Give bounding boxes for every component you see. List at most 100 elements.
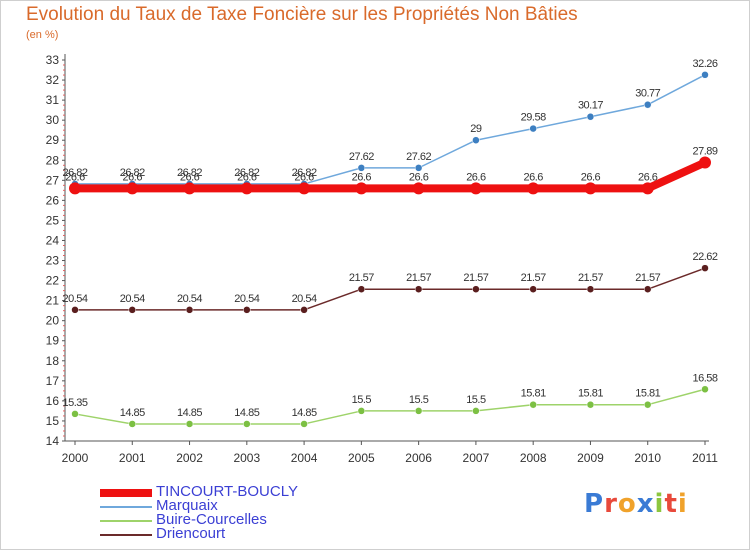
data-point bbox=[126, 182, 139, 195]
data-label: 26.6 bbox=[180, 171, 200, 183]
legend-label: Driencourt bbox=[156, 525, 226, 542]
data-point bbox=[298, 182, 311, 195]
data-point bbox=[243, 306, 251, 314]
y-tick-label: 14 bbox=[46, 434, 60, 448]
y-tick-label: 16 bbox=[46, 394, 60, 408]
x-tick-label: 2001 bbox=[119, 451, 146, 465]
data-label: 20.54 bbox=[292, 293, 317, 305]
x-tick-label: 2010 bbox=[634, 451, 661, 465]
data-label: 26.6 bbox=[581, 171, 601, 183]
legend-label: TINCOURT-BOUCLY bbox=[156, 483, 298, 500]
data-point bbox=[128, 420, 137, 428]
data-label: 15.5 bbox=[466, 394, 486, 406]
legend-label: Buire-Courcelles bbox=[156, 511, 267, 528]
y-tick-label: 31 bbox=[46, 93, 60, 107]
y-tick-label: 23 bbox=[46, 254, 60, 268]
data-label: 32.26 bbox=[692, 58, 717, 70]
data-label: 20.54 bbox=[120, 293, 145, 305]
data-point bbox=[472, 285, 480, 293]
logo-letter: t bbox=[664, 489, 678, 519]
data-label: 15.5 bbox=[352, 394, 372, 406]
data-point bbox=[699, 156, 711, 169]
data-label: 26.82 bbox=[292, 167, 317, 179]
y-tick-label: 22 bbox=[46, 274, 60, 288]
logo-letter: r bbox=[604, 489, 618, 519]
legend-swatch bbox=[100, 520, 152, 522]
data-point bbox=[472, 407, 480, 415]
data-label: 14.85 bbox=[120, 407, 145, 419]
data-label: 26.6 bbox=[523, 171, 543, 183]
chart-unit: (en %) bbox=[26, 29, 59, 41]
data-point bbox=[69, 182, 81, 195]
data-point bbox=[183, 182, 196, 195]
data-point bbox=[641, 182, 654, 195]
data-label: 26.6 bbox=[352, 171, 372, 183]
data-point bbox=[412, 182, 425, 195]
data-label: 14.85 bbox=[292, 407, 317, 419]
data-label: 14.85 bbox=[234, 407, 259, 419]
x-tick-label: 2011 bbox=[692, 451, 718, 465]
y-tick-label: 17 bbox=[46, 374, 60, 388]
data-label: 30.77 bbox=[635, 88, 660, 100]
data-point bbox=[586, 285, 595, 293]
y-tick-label: 21 bbox=[46, 294, 60, 308]
data-point bbox=[414, 285, 423, 293]
data-label: 26.6 bbox=[123, 171, 143, 183]
series-line-Marquaix bbox=[74, 74, 706, 185]
y-tick-label: 19 bbox=[46, 334, 60, 348]
data-label: 15.5 bbox=[409, 394, 429, 406]
data-label: 26.82 bbox=[234, 167, 259, 179]
data-label: 20.54 bbox=[234, 293, 259, 305]
data-point bbox=[357, 407, 366, 415]
data-label: 26.82 bbox=[62, 167, 87, 179]
data-point bbox=[300, 420, 308, 428]
data-label: 15.35 bbox=[62, 397, 87, 409]
data-point bbox=[300, 306, 308, 314]
data-point bbox=[357, 164, 366, 172]
data-point bbox=[71, 306, 79, 314]
data-label: 21.57 bbox=[349, 272, 374, 284]
data-label: 15.81 bbox=[578, 388, 603, 400]
data-point bbox=[584, 182, 597, 195]
y-tick-label: 32 bbox=[46, 73, 60, 87]
data-point bbox=[529, 285, 537, 293]
data-label: 26.82 bbox=[120, 167, 145, 179]
data-label: 21.57 bbox=[406, 272, 431, 284]
data-point bbox=[355, 182, 368, 195]
data-point bbox=[185, 306, 194, 314]
series-line-TINCOURT-BOUCLY bbox=[71, 158, 709, 193]
y-tick-label: 30 bbox=[46, 113, 60, 127]
data-label: 26.6 bbox=[294, 171, 314, 183]
logo-letter: P bbox=[584, 489, 605, 519]
data-label: 27.89 bbox=[692, 145, 717, 157]
data-label: 20.54 bbox=[62, 293, 87, 305]
y-tick-label: 27 bbox=[46, 173, 60, 187]
data-label: 30.17 bbox=[578, 100, 603, 112]
data-label: 27.62 bbox=[349, 151, 374, 163]
data-label: 26.6 bbox=[638, 171, 658, 183]
x-tick-label: 2000 bbox=[62, 451, 89, 465]
legend-label: Marquaix bbox=[156, 497, 218, 514]
data-point bbox=[414, 164, 423, 172]
data-label: 29.58 bbox=[521, 112, 546, 124]
data-point bbox=[357, 285, 366, 293]
data-point bbox=[128, 306, 137, 314]
data-point bbox=[643, 285, 652, 293]
y-tick-label: 25 bbox=[46, 213, 60, 227]
data-point bbox=[185, 420, 194, 428]
data-point bbox=[643, 400, 652, 409]
legend-swatch bbox=[100, 506, 152, 508]
data-label: 26.6 bbox=[409, 171, 429, 183]
data-point bbox=[586, 112, 595, 121]
data-point bbox=[701, 264, 709, 272]
y-tick-label: 24 bbox=[46, 233, 60, 247]
chart-title: Evolution du Taux de Taxe Foncière sur l… bbox=[26, 4, 578, 25]
x-tick-label: 2003 bbox=[233, 451, 260, 465]
y-tick-label: 18 bbox=[46, 354, 60, 368]
data-label: 22.62 bbox=[692, 251, 717, 263]
data-point bbox=[472, 136, 480, 144]
x-tick-label: 2006 bbox=[405, 451, 432, 465]
x-tick-label: 2009 bbox=[577, 451, 604, 465]
data-label: 21.57 bbox=[635, 272, 660, 284]
data-point bbox=[414, 407, 423, 415]
